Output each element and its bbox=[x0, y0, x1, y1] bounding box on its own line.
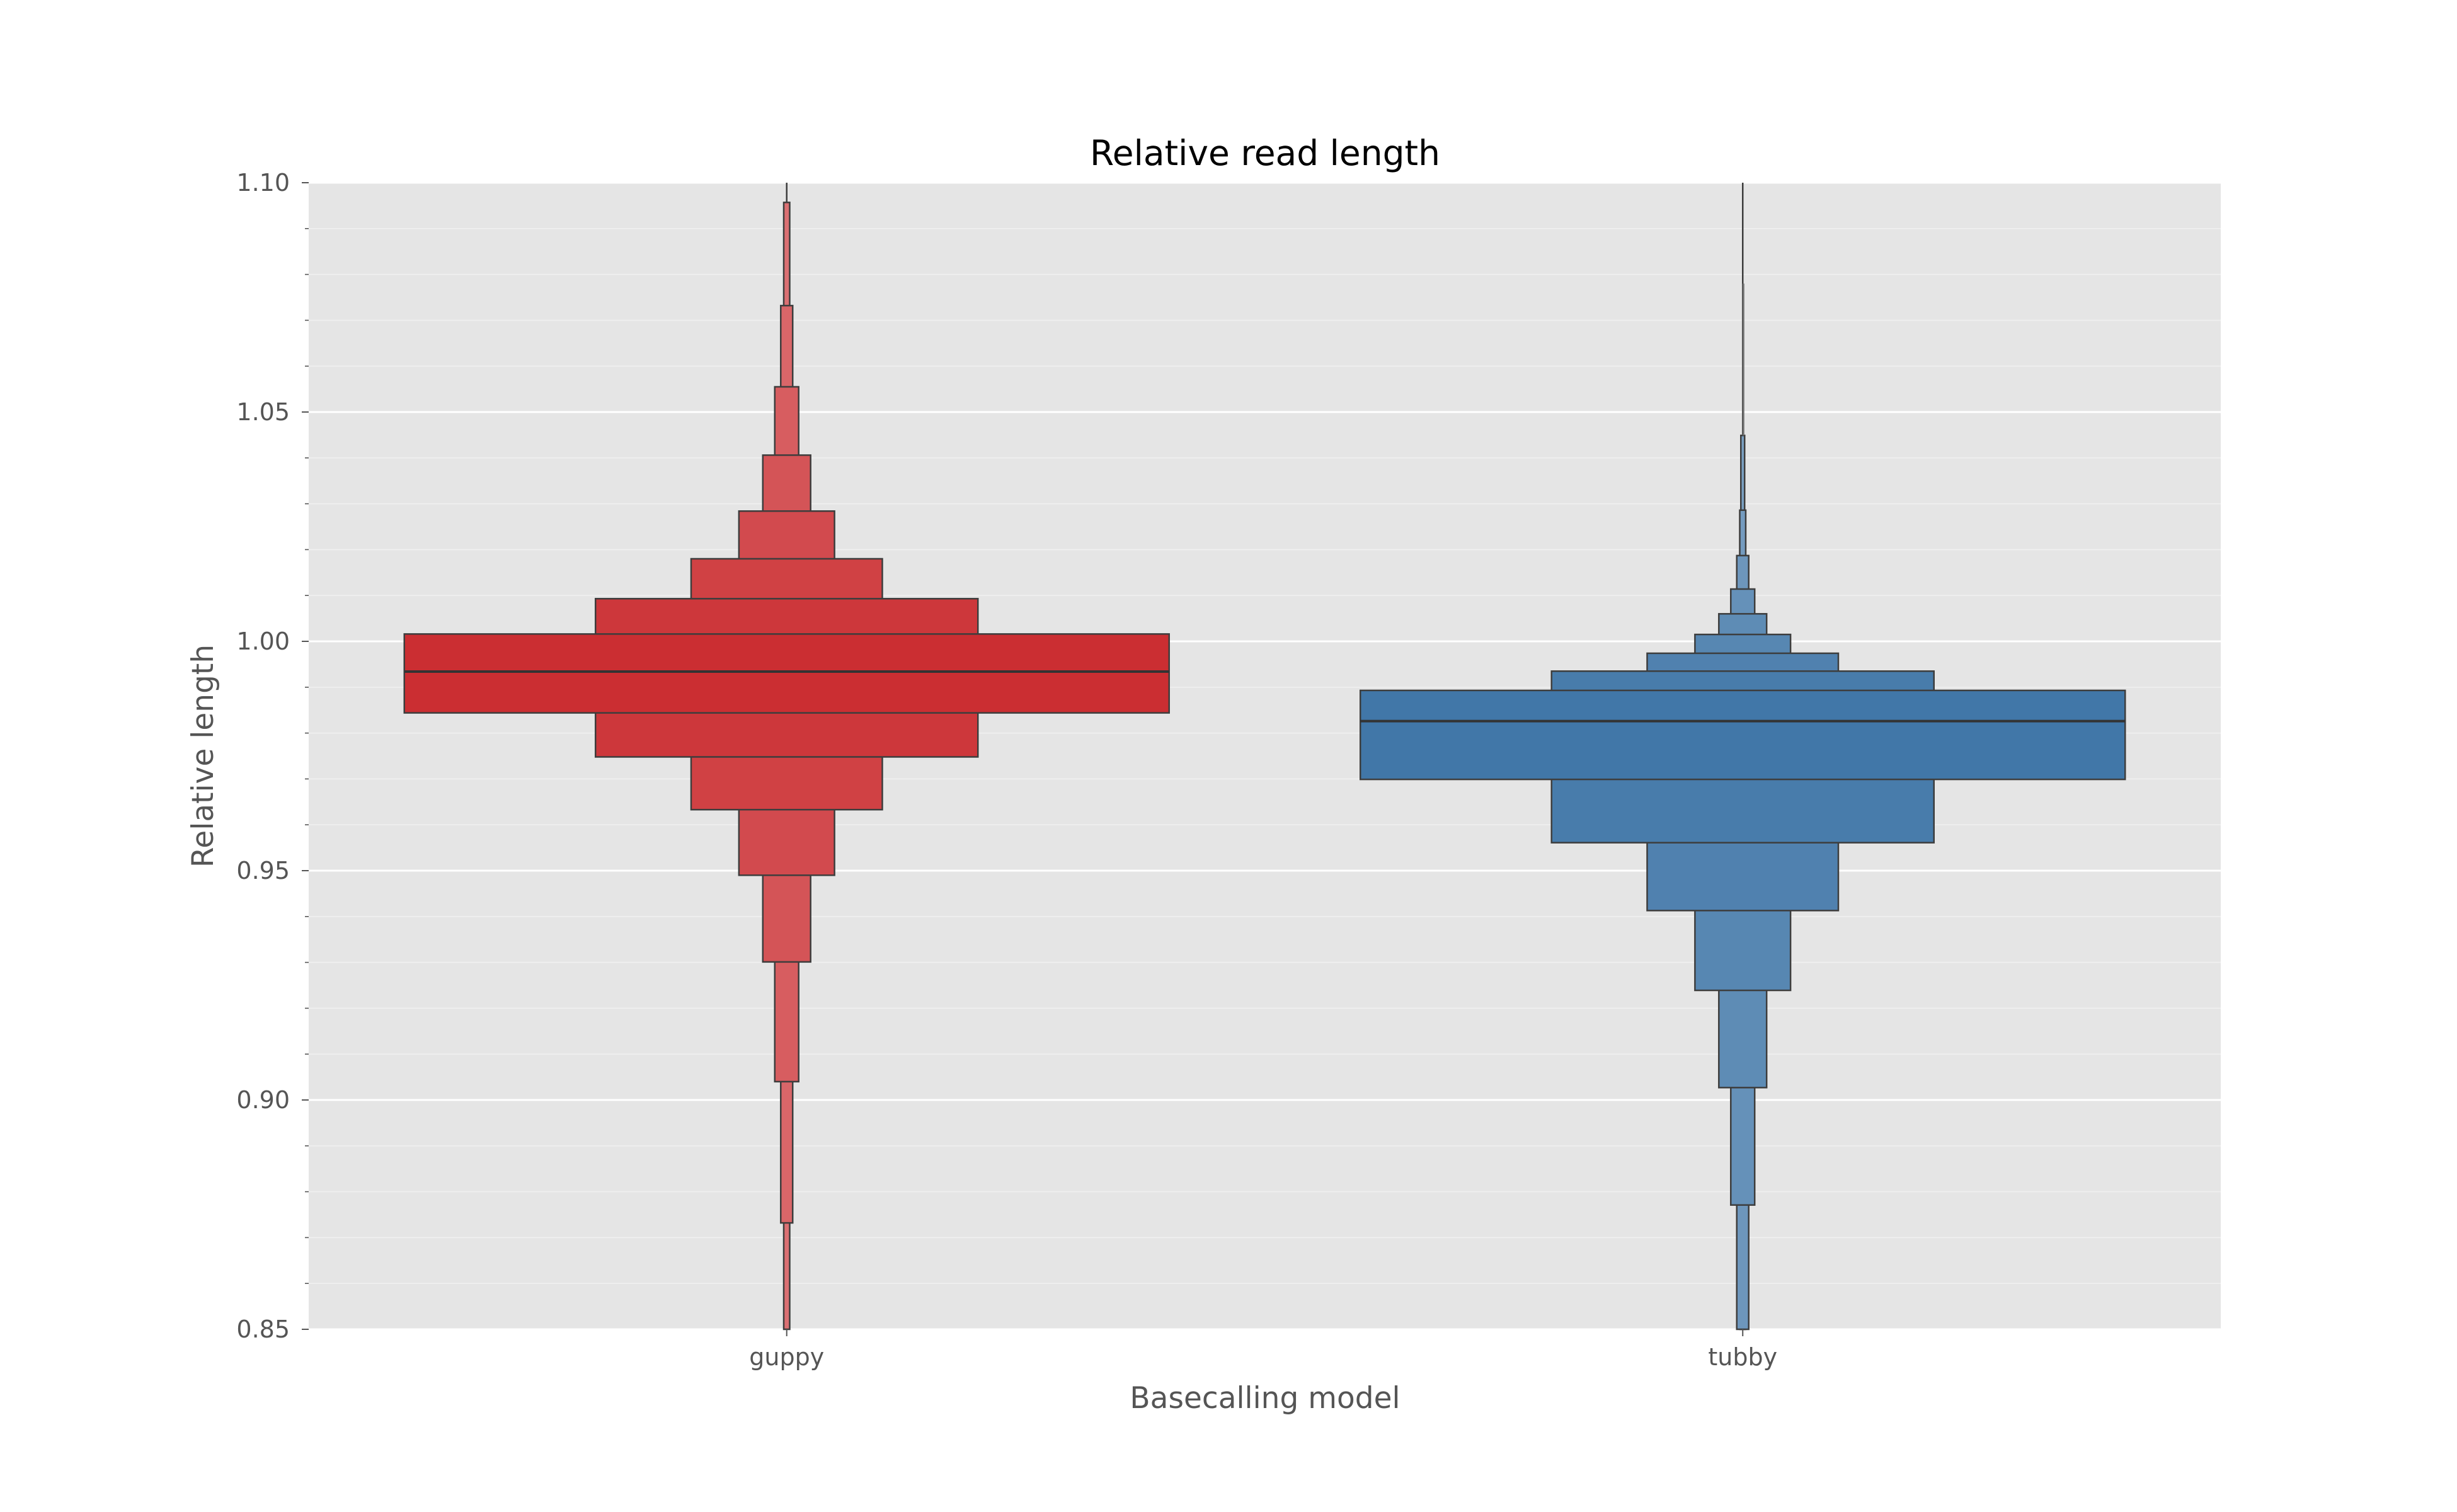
boxen-series bbox=[403, 183, 2126, 1331]
y-tick-label: 0.95 bbox=[236, 857, 290, 885]
x-tick-label: tubby bbox=[1708, 1343, 1777, 1371]
x-axis-label: Basecalling model bbox=[1130, 1381, 1400, 1416]
y-tick-label: 0.85 bbox=[236, 1315, 290, 1343]
y-axis-label: Relative length bbox=[186, 644, 220, 868]
y-tick-label: 1.10 bbox=[236, 169, 290, 197]
y-tick-label: 0.90 bbox=[236, 1086, 290, 1114]
y-tick-label: 1.05 bbox=[236, 398, 290, 426]
chart-title: Relative read length bbox=[1090, 133, 1440, 173]
boxen-box bbox=[1360, 689, 2126, 781]
series-guppy bbox=[403, 183, 1170, 1331]
x-tick-label: guppy bbox=[749, 1343, 824, 1371]
x-axis: guppy tubby bbox=[749, 1329, 1777, 1371]
boxen-box bbox=[403, 633, 1170, 714]
y-axis: 0.85 0.90 0.95 1.00 1.05 1.10 bbox=[236, 169, 309, 1343]
series-tubby bbox=[1360, 183, 2126, 1331]
y-tick-label: 1.00 bbox=[236, 627, 290, 655]
